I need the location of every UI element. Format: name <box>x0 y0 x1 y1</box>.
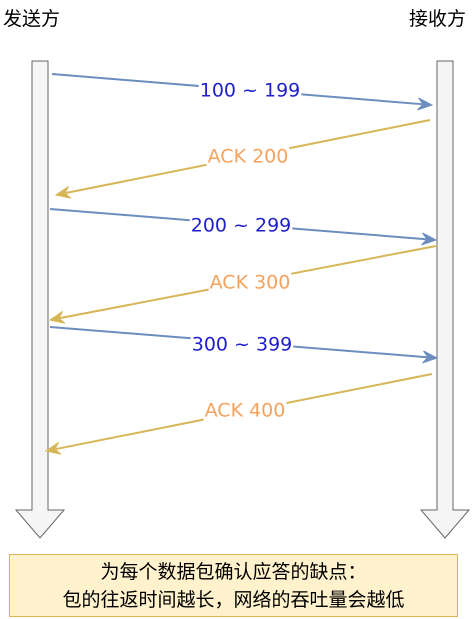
message-label: ACK 300 <box>210 272 291 294</box>
caption-line-2: 包的往返时间越长，网络的吞吐量会越低 <box>62 589 405 611</box>
message-label: ACK 400 <box>205 400 286 422</box>
arrowhead-icon <box>422 350 439 364</box>
caption-box: 为每个数据包确认应答的缺点： 包的往返时间越长，网络的吞吐量会越低 <box>9 554 458 617</box>
receiver-title: 接收方 <box>409 8 467 30</box>
sender-title: 发送方 <box>3 8 61 30</box>
sender-timeline <box>14 60 66 539</box>
label-background <box>208 270 292 295</box>
receiver-timeline <box>419 60 471 539</box>
label-background <box>190 332 294 357</box>
message-label: ACK 200 <box>208 146 289 168</box>
label-background <box>206 144 290 169</box>
data-segment-3: 300 ~ 399 <box>49 326 439 364</box>
arrowhead-icon <box>54 185 72 199</box>
ack-message-2: ACK 300 <box>48 245 437 324</box>
message-label: 200 ~ 299 <box>191 215 292 237</box>
arrowhead-icon <box>48 311 66 324</box>
data-segment-1: 100 ~ 199 <box>51 73 434 111</box>
ack-message-3: ACK 400 <box>44 373 433 455</box>
message-label: 100 ~ 199 <box>200 80 301 102</box>
message-label: 300 ~ 399 <box>192 334 293 356</box>
arrowhead-icon <box>44 441 62 455</box>
arrowhead-icon <box>421 232 438 246</box>
label-background <box>198 78 302 103</box>
label-background <box>203 398 287 423</box>
label-background <box>189 213 293 238</box>
ack-message-1: ACK 200 <box>54 119 431 199</box>
caption-line-1: 为每个数据包确认应答的缺点： <box>100 561 367 583</box>
arrowhead-icon <box>417 97 434 111</box>
data-segment-2: 200 ~ 299 <box>49 208 438 246</box>
